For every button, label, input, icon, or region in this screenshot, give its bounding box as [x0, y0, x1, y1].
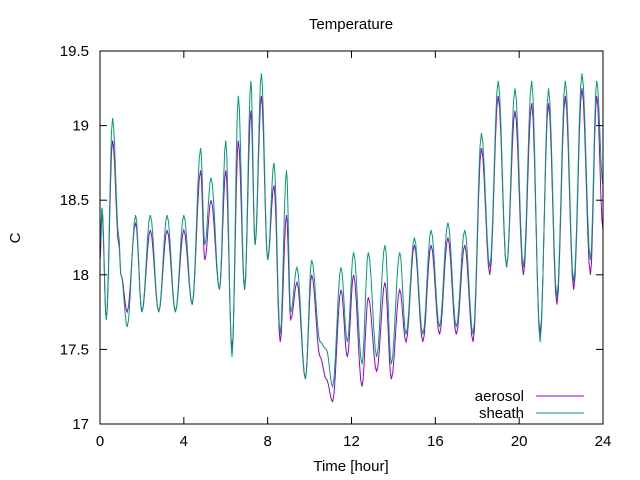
- y-tick-label: 19.5: [60, 43, 89, 60]
- y-axis-label: C: [7, 232, 24, 243]
- x-tick-label: 12: [343, 433, 360, 450]
- x-tick-label: 4: [180, 433, 188, 450]
- x-axis-label: Time [hour]: [313, 458, 388, 475]
- legend-label-2: sheath: [479, 405, 524, 422]
- chart-title: Temperature: [309, 16, 393, 33]
- series-line-1: [99, 88, 604, 403]
- y-tick-label: 19: [72, 118, 89, 135]
- legend-label-1: aerosol: [475, 388, 524, 405]
- x-tick-label: 0: [96, 433, 104, 450]
- y-tick-label: 18.5: [60, 192, 89, 209]
- x-tick-label: 8: [263, 433, 271, 450]
- x-tick-label: 16: [427, 433, 444, 450]
- y-tick-label: 18: [72, 267, 89, 284]
- plot-area: 0 4 8 12 16 20 24 17 17.5 18 18.5 19 19.5: [60, 43, 612, 450]
- y-tick-label: 17.5: [60, 341, 89, 358]
- x-tick-label: 20: [511, 433, 528, 450]
- plot-frame: [99, 50, 604, 425]
- x-tick-label: 24: [595, 433, 612, 450]
- series-line-2: [99, 73, 604, 389]
- y-tick-label: 17: [72, 416, 89, 433]
